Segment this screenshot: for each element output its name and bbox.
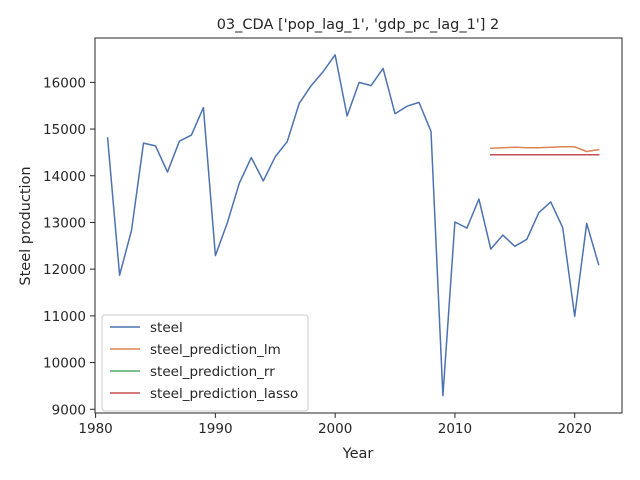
legend-label-steel-prediction-rr: steel_prediction_rr: [150, 364, 275, 380]
series-line-steel-prediction-lm: [490, 146, 600, 153]
legend-label-steel-prediction-lm: steel_prediction_lm: [150, 342, 281, 358]
x-tick-label: 2010: [438, 421, 472, 437]
x-tick-label: 2020: [558, 421, 592, 437]
plot-area-frame: [94, 37, 623, 414]
y-tick-label: 12000: [43, 262, 86, 278]
legend-label-steel-prediction-lasso: steel_prediction_lasso: [150, 386, 298, 402]
y-tick-label: 15000: [43, 122, 86, 138]
y-tick-label: 13000: [43, 215, 86, 231]
legend-label-steel: steel: [150, 320, 183, 336]
legend-box: [101, 314, 309, 412]
y-tick-label: 9000: [52, 402, 86, 418]
plot-series: [106, 54, 600, 397]
chart-title: 03_CDA ['pop_lag_1', 'gdp_pc_lag_1'] 2: [217, 17, 500, 33]
x-tick-label: 2000: [318, 421, 352, 437]
y-axis-ticks: 9000 10000 11000 12000 13000 14000 15000 16000: [43, 75, 95, 418]
x-axis-label: Year: [342, 446, 374, 462]
legend: steel steel_prediction_lm steel_prediction…: [101, 314, 309, 412]
x-tick-label: 1980: [78, 421, 112, 437]
y-axis-label: Steel production: [18, 166, 34, 285]
x-axis-ticks: 1980 1990 2000 2010 2020: [78, 413, 592, 437]
y-tick-label: 11000: [43, 309, 86, 325]
y-tick-label: 16000: [43, 75, 86, 91]
y-tick-label: 10000: [43, 356, 86, 372]
y-tick-label: 14000: [43, 169, 86, 185]
x-tick-label: 1990: [198, 421, 232, 437]
series-line-steel: [106, 54, 600, 397]
